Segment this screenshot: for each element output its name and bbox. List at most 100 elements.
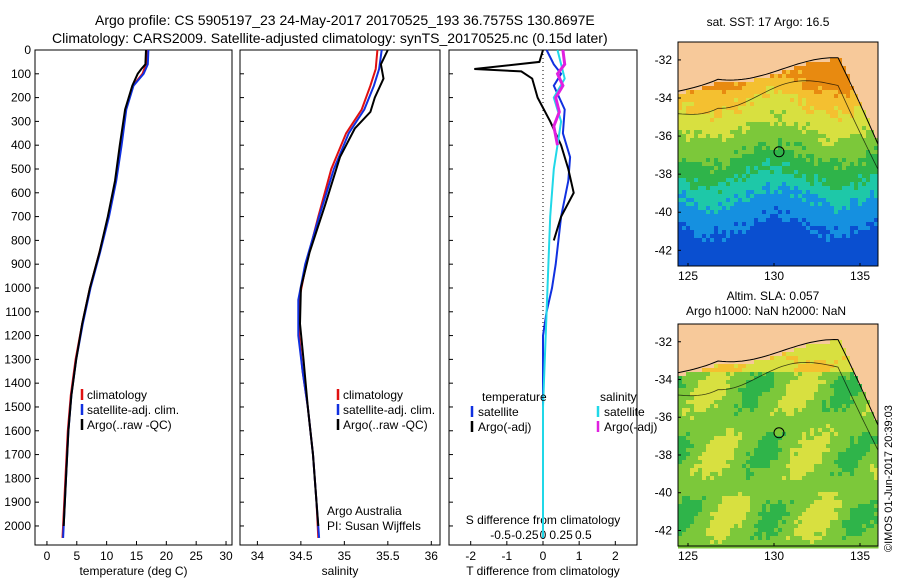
map-cell: [850, 262, 855, 267]
map-cell: [694, 170, 699, 175]
map-cell: [750, 234, 755, 239]
map-cell: [714, 66, 719, 71]
map-cell: [790, 106, 795, 111]
map-cell: [754, 166, 759, 171]
map-cell: [718, 202, 723, 207]
map-cell: [746, 230, 751, 235]
map-cell: [870, 98, 875, 103]
map-cell: [730, 238, 735, 243]
map-cell: [718, 150, 723, 155]
map-cell: [746, 476, 751, 481]
map-cell: [758, 400, 763, 405]
map-cell: [858, 74, 863, 79]
map-cell: [786, 70, 791, 75]
map-cell: [770, 504, 775, 509]
map-cell: [742, 190, 747, 195]
map-cell: [758, 440, 763, 445]
map-cell: [686, 388, 691, 393]
map-cell: [778, 488, 783, 493]
map-cell: [770, 332, 775, 337]
map-cell: [762, 392, 767, 397]
map-cell: [766, 158, 771, 163]
map-cell: [758, 66, 763, 71]
map-cell: [822, 106, 827, 111]
map-cell: [870, 178, 875, 183]
map-cell: [762, 404, 767, 409]
map-cell: [686, 234, 691, 239]
map-cell: [818, 54, 823, 59]
map-cell: [770, 54, 775, 59]
map-cell: [810, 488, 815, 493]
map-cell: [758, 432, 763, 437]
map-cell: [678, 154, 683, 159]
map-cell: [818, 396, 823, 401]
map-cell: [802, 392, 807, 397]
map-cell: [786, 504, 791, 509]
map-cell: [806, 150, 811, 155]
map-cell: [742, 456, 747, 461]
map-cell: [806, 218, 811, 223]
map-cell: [682, 468, 687, 473]
map-cell: [810, 536, 815, 541]
map-cell: [734, 528, 739, 533]
map-cell: [754, 392, 759, 397]
map-cell: [782, 504, 787, 509]
map-cell: [762, 444, 767, 449]
map-cell: [794, 372, 799, 377]
map-cell: [814, 460, 819, 465]
map-cell: [746, 66, 751, 71]
map-cell: [810, 238, 815, 243]
map-cell: [734, 98, 739, 103]
map-cell: [690, 340, 695, 345]
map-cell: [798, 448, 803, 453]
map-cell: [678, 90, 683, 95]
map-cell: [690, 360, 695, 365]
map-cell: [810, 480, 815, 485]
map-cell: [714, 94, 719, 99]
map-cell: [750, 540, 755, 545]
map-cell: [806, 368, 811, 373]
map-cell: [818, 202, 823, 207]
map-cell: [722, 508, 727, 513]
map-cell: [834, 198, 839, 203]
map-cell: [790, 202, 795, 207]
map-cell: [858, 54, 863, 59]
map-cell: [750, 384, 755, 389]
map-cell: [730, 424, 735, 429]
map-cell: [798, 520, 803, 525]
map-cell: [806, 182, 811, 187]
map-cell: [830, 126, 835, 131]
map-cell: [858, 174, 863, 179]
map-cell: [782, 190, 787, 195]
map-cell: [742, 532, 747, 537]
map-cell: [682, 396, 687, 401]
map-cell: [766, 412, 771, 417]
map-cell: [730, 408, 735, 413]
map-cell: [778, 186, 783, 191]
map-cell: [754, 472, 759, 477]
map-cell: [874, 150, 879, 155]
map-cell: [750, 428, 755, 433]
map-cell: [706, 146, 711, 151]
map-cell: [718, 190, 723, 195]
map-cell: [722, 130, 727, 135]
map-cell: [822, 122, 827, 127]
map-cell: [734, 246, 739, 251]
map-cell: [774, 472, 779, 477]
map-cell: [874, 250, 879, 255]
map-cell: [822, 254, 827, 259]
map-cell: [706, 356, 711, 361]
map-cell: [758, 452, 763, 457]
map-cell: [678, 440, 683, 445]
map-cell: [858, 230, 863, 235]
map-cell: [770, 476, 775, 481]
map-cell: [798, 336, 803, 341]
map-cell: [694, 98, 699, 103]
map-cell: [714, 424, 719, 429]
map-cell: [750, 210, 755, 215]
map-cell: [862, 158, 867, 163]
map-cell: [698, 154, 703, 159]
map-cell: [842, 238, 847, 243]
map-cell: [710, 234, 715, 239]
map-cell: [710, 250, 715, 255]
